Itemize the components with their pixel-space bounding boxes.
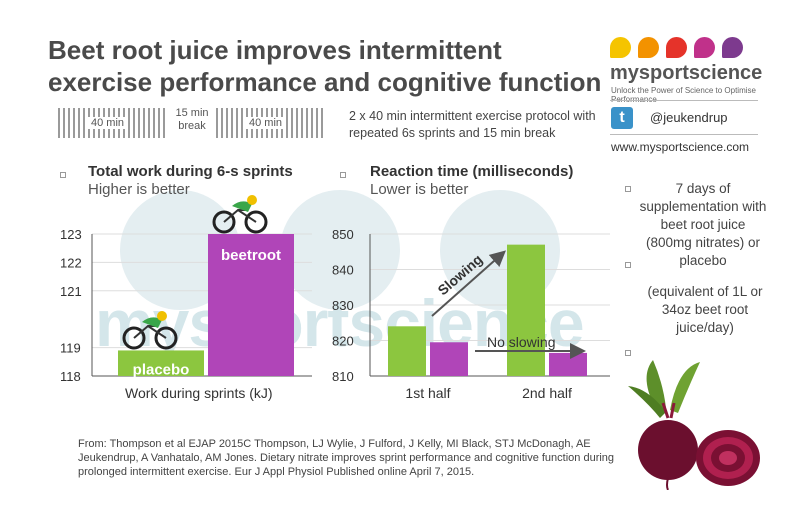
y-tick-label: 118	[60, 369, 81, 384]
bullet-marker	[340, 172, 346, 178]
brand-dot-1	[610, 37, 631, 58]
bar-placebo-1	[507, 244, 545, 376]
chart1-title: Total work during 6-s sprints	[88, 163, 293, 180]
y-tick-label: 119	[60, 341, 81, 356]
brand-logo-icon	[610, 37, 750, 59]
y-tick-label: 123	[60, 227, 82, 242]
bar-beetroot	[208, 234, 294, 376]
chart2-subtitle: Lower is better	[370, 181, 469, 198]
page-title: Beet root juice improves intermittent ex…	[48, 35, 602, 97]
bar-placebo-0	[388, 326, 426, 376]
twitter-icon[interactable]: t	[611, 107, 633, 129]
bullet-marker	[625, 186, 631, 192]
brand-dot-3	[666, 37, 687, 58]
x-tick-label: 1st half	[405, 385, 450, 401]
equivalent-note: (equivalent of 1L or 34oz beet root juic…	[647, 284, 763, 335]
x-tick-label: 2nd half	[522, 385, 572, 401]
protocol-block-1-label: 40 min	[88, 117, 128, 129]
bullet-marker	[60, 172, 66, 178]
chart1-xlabel: Work during sprints (kJ)	[125, 385, 273, 401]
annotation-no-slowing: No slowing	[487, 334, 555, 350]
brand-name: mysportscience	[610, 62, 763, 84]
supplement-note: 7 days of supplementation with beet root…	[639, 181, 767, 268]
y-tick-label: 830	[332, 298, 354, 313]
brand-dot-2	[638, 37, 659, 58]
bullet-marker	[625, 350, 631, 356]
chart1-subtitle: Higher is better	[88, 181, 190, 198]
y-tick-label: 122	[60, 255, 82, 270]
bullet-marker	[625, 262, 631, 268]
cyclist-icon	[212, 195, 268, 234]
slowing-arrow	[431, 250, 506, 317]
y-tick-label: 121	[60, 284, 82, 299]
protocol-description: 2 x 40 min intermittent exercise protoco…	[349, 109, 596, 140]
bar-beetroot-0	[430, 342, 468, 376]
brand-divider-2	[610, 134, 758, 135]
brand-tagline: Unlock the Power of Science to Optimise …	[611, 86, 756, 104]
bar-label: beetroot	[221, 247, 281, 264]
bar-placebo	[118, 350, 204, 376]
beetroot-icon	[628, 360, 760, 490]
chart2-title: Reaction time (milliseconds)	[370, 163, 574, 180]
y-tick-label: 840	[332, 263, 354, 278]
brand-divider-1	[610, 100, 758, 101]
brand-dot-4	[694, 37, 715, 58]
bar-beetroot-1	[549, 352, 587, 376]
brand-dot-5	[722, 37, 743, 58]
watermark-circle-2	[280, 190, 400, 310]
y-tick-label: 810	[332, 369, 354, 384]
y-tick-label: 850	[332, 227, 354, 242]
bar-label: placebo	[133, 361, 190, 378]
citation-text: From: Thompson et al EJAP 2015C Thompson…	[78, 438, 615, 478]
y-tick-label: 820	[332, 334, 354, 349]
cyclist-icon	[122, 311, 178, 350]
twitter-handle[interactable]: @jeukendrup	[650, 110, 728, 125]
chart1-plot: 118 119 121 122 123 placebo beetroot	[60, 227, 312, 384]
website-link[interactable]: www.mysportscience.com	[611, 140, 750, 154]
protocol-block-2-label: 40 min	[246, 117, 286, 129]
protocol-break-label: 15 min break	[175, 107, 209, 132]
